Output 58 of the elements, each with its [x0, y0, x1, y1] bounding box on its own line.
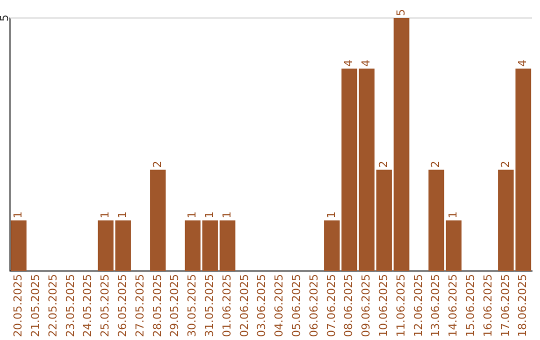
data-label: 2: [150, 160, 164, 168]
x-tick-label: 25.05.2025: [98, 274, 112, 338]
x-tick-label: 11.06.2025: [394, 274, 408, 338]
bar: [98, 220, 114, 272]
data-label: 2: [498, 160, 512, 168]
x-tick-label: 13.06.2025: [429, 274, 442, 338]
x-tick-label: 10.06.2025: [376, 274, 390, 338]
x-tick-label: 05.06.2025: [290, 274, 303, 338]
x-tick-label: 03.06.2025: [255, 274, 268, 338]
x-tick-label: 28.05.2025: [150, 274, 164, 338]
data-label: 1: [446, 211, 460, 218]
x-tick-label: 23.05.2025: [64, 274, 77, 338]
x-tick-label: 04.06.2025: [272, 274, 286, 338]
bar: [324, 220, 340, 272]
data-label: 2: [376, 160, 390, 168]
bar: [428, 170, 444, 272]
x-tick-label: 31.05.2025: [202, 274, 216, 338]
x-tick-label: 26.05.2025: [116, 274, 129, 338]
bar: [341, 68, 358, 272]
data-label: 1: [324, 211, 338, 218]
data-label: 4: [342, 60, 356, 67]
data-label: 1: [12, 211, 25, 218]
x-tick-label: 20.05.2025: [12, 274, 25, 338]
bar: [358, 68, 375, 272]
data-label: 1: [98, 211, 112, 218]
x-tick-label: 08.06.2025: [342, 274, 356, 338]
x-tick-label: 16.06.2025: [481, 274, 494, 338]
x-tick-label: 07.06.2025: [324, 274, 338, 338]
data-label: 4: [516, 60, 530, 67]
x-tick-label: 02.06.2025: [238, 274, 251, 338]
x-tick-label: 09.06.2025: [360, 274, 373, 338]
bar: [115, 220, 131, 272]
data-label: 1: [220, 211, 234, 218]
x-tick-label: 14.06.2025: [446, 274, 460, 338]
data-label: 5: [394, 9, 408, 16]
data-label: 2: [429, 160, 442, 168]
x-tick-label: 17.06.2025: [498, 274, 512, 338]
bar: [150, 170, 166, 272]
x-tick-label: 27.05.2025: [133, 274, 146, 338]
data-label: 4: [360, 60, 373, 67]
x-tick-label: 22.05.2025: [46, 274, 60, 338]
bar: [184, 220, 201, 272]
data-label: 1: [202, 211, 216, 218]
x-tick-label: 01.06.2025: [220, 274, 234, 338]
x-tick-label: 21.05.2025: [28, 274, 42, 338]
x-tick-label: 12.06.2025: [412, 274, 425, 338]
bar: [498, 170, 514, 272]
x-tick-label: 06.06.2025: [307, 274, 320, 338]
bar: [10, 220, 27, 272]
x-tick-label: 24.05.2025: [81, 274, 94, 338]
x-tick-label: 30.05.2025: [186, 274, 199, 338]
data-label: 1: [116, 211, 129, 218]
x-tick-label: 29.05.2025: [168, 274, 182, 338]
data-label: 1: [186, 211, 199, 218]
bar: [515, 68, 532, 272]
bar: [446, 220, 462, 272]
x-tick-label: 15.06.2025: [464, 274, 477, 338]
x-tick-label: 18.06.2025: [516, 274, 530, 338]
